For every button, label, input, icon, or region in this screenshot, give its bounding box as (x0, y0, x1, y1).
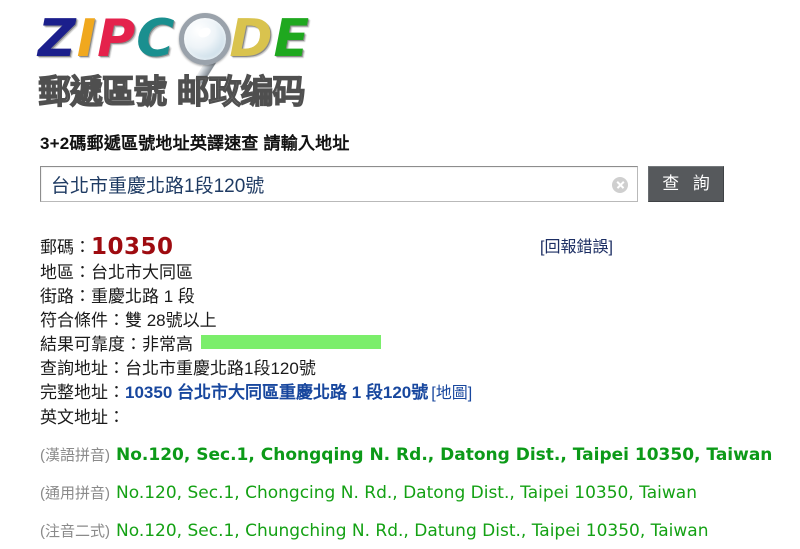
zip-label: 郵碼： (40, 238, 91, 257)
romanization-label: (注音二式) (40, 523, 110, 540)
logo-letter-d: D (229, 9, 274, 69)
romanization-label: (通用拼音) (40, 485, 110, 502)
magnifier-icon (175, 11, 231, 93)
query-address-label: 查詢地址： (40, 359, 125, 378)
magnifier-glint-icon (196, 25, 213, 40)
district-row: 地區：台北市大同區 (40, 261, 770, 285)
reliability-label: 結果可靠度： (40, 335, 142, 354)
romanization-row: (漢語拼音) No.120, Sec.1, Chongqing N. Rd., D… (40, 443, 773, 468)
full-address-label: 完整地址： (40, 383, 125, 402)
district-value: 台北市大同區 (91, 263, 193, 282)
english-address-row: 英文地址： (40, 406, 770, 430)
logo-letter-z: Z (38, 9, 77, 69)
reliability-row: 結果可靠度：非常高 (40, 333, 770, 357)
condition-value: 雙 28號以上 (125, 311, 217, 330)
full-address-value: 10350 台北市大同區重慶北路 1 段120號 (125, 383, 429, 402)
search-button[interactable]: 查 詢 (648, 166, 724, 202)
logo-letter-e: E (273, 9, 311, 69)
map-link[interactable]: [地圖] (431, 385, 473, 402)
logo-letter-c: C (136, 9, 176, 69)
romanization-text: No.120, Sec.1, Chongcing N. Rd., Datong … (116, 483, 697, 503)
query-address-row: 查詢地址：台北市重慶北路1段120號 (40, 357, 770, 381)
magnifier-lens-icon (179, 13, 231, 65)
results-panel: 郵碼：10350 [回報錯誤] 地區：台北市大同區 街路：重慶北路 1 段 符合… (40, 234, 773, 544)
english-address-label: 英文地址： (40, 408, 125, 427)
reliability-bar (201, 335, 381, 349)
zip-value: 10350 (91, 234, 174, 260)
query-address-value: 台北市重慶北路1段120號 (125, 359, 316, 378)
district-label: 地區： (40, 263, 91, 282)
search-field-wrapper[interactable] (40, 166, 638, 202)
condition-row: 符合條件：雙 28號以上 (40, 309, 770, 333)
clear-input-icon[interactable] (612, 177, 628, 193)
logo-subtitle: 郵遞區號 邮政编码 (37, 71, 306, 111)
romanization-text: No.120, Sec.1, Chungching N. Rd., Datung… (116, 521, 709, 541)
search-input[interactable] (41, 167, 601, 201)
logo-letter-i: I (76, 9, 98, 69)
condition-label: 符合條件： (40, 311, 125, 330)
logo-letter-p: P (97, 9, 137, 69)
report-error-link[interactable]: [回報錯誤] (540, 239, 613, 256)
street-value: 重慶北路 1 段 (91, 287, 195, 306)
romanization-label: (漢語拼音) (40, 447, 110, 464)
search-row: 查 詢 (40, 166, 760, 204)
romanization-row: (注音二式) No.120, Sec.1, Chungching N. Rd., … (40, 519, 770, 544)
logo-wordmark: ZIPC DE (38, 10, 310, 68)
street-label: 街路： (40, 287, 91, 306)
zip-row: 郵碼：10350 [回報錯誤] (40, 234, 770, 261)
full-address-row: 完整地址：10350 台北市大同區重慶北路 1 段120號 [地圖] (40, 381, 770, 406)
reliability-value: 非常高 (142, 335, 193, 354)
romanization-text: No.120, Sec.1, Chongqing N. Rd., Datong … (116, 445, 773, 465)
romanization-row: (通用拼音) No.120, Sec.1, Chongcing N. Rd., D… (40, 481, 770, 506)
street-row: 街路：重慶北路 1 段 (40, 285, 770, 309)
page-title: 3+2碼郵遞區號地址英譯速查 請輸入地址 (40, 134, 350, 153)
site-logo[interactable]: ZIPC DE 郵遞區號 邮政编码 (37, 8, 310, 116)
